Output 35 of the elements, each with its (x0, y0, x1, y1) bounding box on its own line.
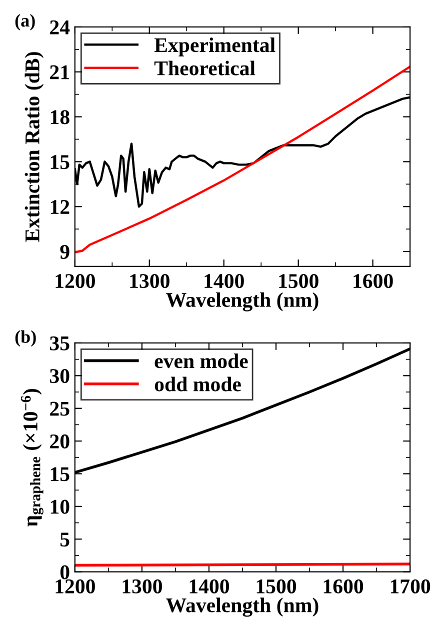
y-tick-label: 5 (60, 532, 70, 547)
y-axis-title: Extinction Ratio (dB) (24, 52, 44, 242)
x-tick-label: 1600 (324, 579, 364, 594)
x-tick-label: 1200 (56, 274, 95, 288)
y-axis-title: η$_{graphene}$ (×10$^{−6}$) (20, 388, 44, 527)
x-tick-label: 1600 (354, 274, 393, 288)
x-tick-label: 1500 (279, 274, 318, 288)
legend-label: odd mode (154, 376, 241, 392)
x-tick-label: 1300 (122, 579, 162, 594)
y-tick-label: 30 (50, 369, 70, 384)
legend-label: Experimental (154, 38, 276, 56)
x-axis-title: Wavelength (nm) (166, 598, 318, 617)
legend-label: Theoretical (154, 60, 256, 76)
text: (a) (15, 14, 35, 30)
x-axis-title: Wavelength (nm) (166, 292, 318, 312)
legend-label: even mode (154, 354, 248, 368)
x-tick-label: 1500 (256, 579, 296, 594)
y-tick-label: 20 (50, 434, 70, 448)
y-tick-label: 24 (50, 20, 70, 34)
y-tick-label: 9 (60, 244, 70, 259)
y-tick-label: 21 (50, 65, 69, 80)
y-tick-label: 15 (50, 467, 70, 482)
y-tick-label: 35 (50, 336, 70, 350)
x-tick-label: 1400 (204, 274, 244, 288)
y-tick-label: 25 (50, 402, 70, 416)
y-tick-label: 15 (50, 155, 70, 170)
y-tick-label: 18 (50, 110, 70, 124)
y-tick-label: 12 (50, 200, 70, 214)
y-tick-label: 10 (50, 500, 70, 514)
x-tick-label: 1700 (390, 579, 430, 594)
text: (b) (15, 330, 36, 347)
y-tick-label: 0 (60, 565, 70, 580)
x-tick-label: 1200 (56, 579, 95, 594)
x-tick-label: 1400 (190, 579, 230, 594)
x-tick-label: 1300 (130, 274, 170, 288)
